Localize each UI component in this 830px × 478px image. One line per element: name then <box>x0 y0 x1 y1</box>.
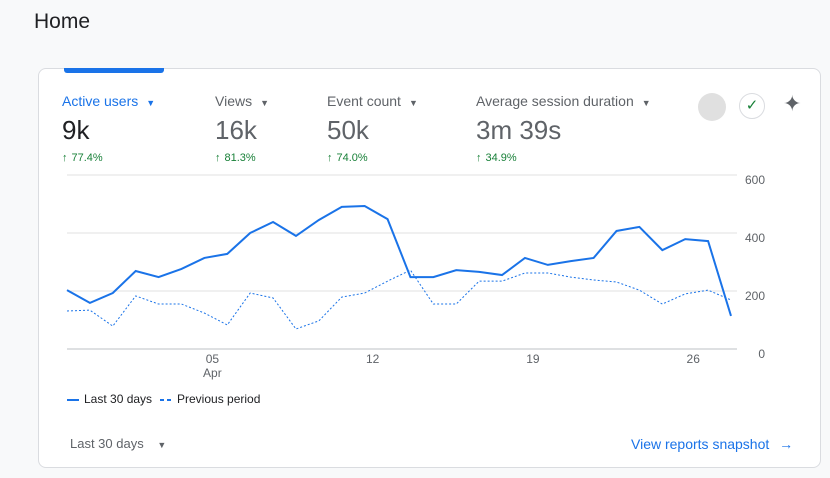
link-label: View reports snapshot <box>631 436 770 452</box>
dropdown-arrow: ▼ <box>146 98 156 108</box>
metric-change: ↑ 74.0% <box>327 152 368 164</box>
change-value: 74.0% <box>336 152 368 164</box>
metric-change: ↑ 34.9% <box>476 152 517 164</box>
x-tick-label: 12 <box>366 352 380 366</box>
y-tick-label: 200 <box>745 289 765 303</box>
change-value: 81.3% <box>224 152 256 164</box>
change-arrow: ↑ <box>62 152 68 164</box>
legend-label: Last 30 days <box>84 392 152 406</box>
metric-change: ↑ 81.3% <box>215 152 256 164</box>
change-value: 34.9% <box>485 152 517 164</box>
active-tab <box>64 68 164 73</box>
metric-label: Views ▼ <box>215 93 270 109</box>
range-label: Last 30 days <box>70 436 144 451</box>
metric-label: Active users ▼ <box>62 93 156 109</box>
page-title: Home <box>34 10 91 33</box>
dropdown-arrow: ▼ <box>260 98 270 108</box>
snapshot-link[interactable]: View reports snapshot → <box>631 436 794 452</box>
x-month-label: Apr <box>203 366 222 380</box>
metric-change: ↑ 77.4% <box>62 152 103 164</box>
metric-value: 16k <box>215 115 257 145</box>
range-dropdown[interactable]: Last 30 days ▼ <box>70 436 167 451</box>
x-tick-label: 26 <box>687 352 701 366</box>
dropdown-arrow: ▼ <box>408 98 418 108</box>
metric-value: 50k <box>327 115 369 145</box>
series-line <box>66 205 732 317</box>
change-arrow: ↑ <box>327 152 333 164</box>
metric-label: Event count ▼ <box>327 93 418 109</box>
x-tick-label: 19 <box>526 352 540 366</box>
change-arrow: ↑ <box>215 152 221 164</box>
sparkle-icon[interactable]: ✦ <box>783 91 802 116</box>
metric-value: 3m 39s <box>476 115 562 145</box>
y-tick-label: 600 <box>745 173 765 187</box>
change-value: 77.4% <box>71 152 103 164</box>
metric-label: Average session duration ▼ <box>476 93 651 109</box>
legend-label: Previous period <box>177 392 260 406</box>
insights-icon[interactable] <box>698 93 726 121</box>
card <box>38 68 821 468</box>
x-tick-label: 05 <box>206 352 220 366</box>
dropdown-arrow: ▼ <box>641 98 651 108</box>
metric-value: 9k <box>62 115 90 145</box>
y-tick-label: 0 <box>758 347 765 361</box>
series-line <box>66 269 732 330</box>
check-icon[interactable]: ✓ <box>739 93 765 119</box>
y-tick-label: 400 <box>745 231 765 245</box>
change-arrow: ↑ <box>476 152 482 164</box>
